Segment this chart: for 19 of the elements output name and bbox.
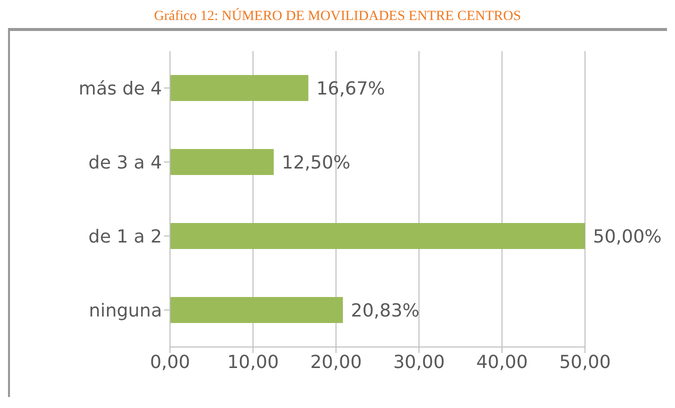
y-tick-label: de 1 a 2 — [88, 226, 162, 248]
data-label: 20,83% — [350, 300, 420, 322]
y-tick-label: de 3 a 4 — [88, 152, 162, 174]
data-label: 12,50% — [282, 152, 350, 174]
x-tick-label: 20,00 — [310, 352, 362, 373]
y-tick-label: más de 4 — [78, 78, 162, 100]
x-tick-label: 40,00 — [476, 352, 528, 373]
bar — [170, 149, 274, 175]
chart-title: Gráfico 12: NÚMERO DE MOVILIDADES ENTRE CENTROS — [8, 8, 667, 31]
x-tick-label: 10,00 — [227, 352, 279, 373]
bar — [170, 297, 343, 323]
data-label: 50,00% — [593, 226, 662, 248]
bar — [170, 75, 308, 101]
x-tick-label: 50,00 — [559, 352, 611, 373]
data-label: 16,67% — [316, 78, 385, 100]
x-tick-label: 0,00 — [150, 352, 190, 373]
y-tick-label: ninguna — [88, 300, 162, 322]
x-tick-label: 30,00 — [393, 352, 445, 373]
bar — [170, 223, 585, 249]
